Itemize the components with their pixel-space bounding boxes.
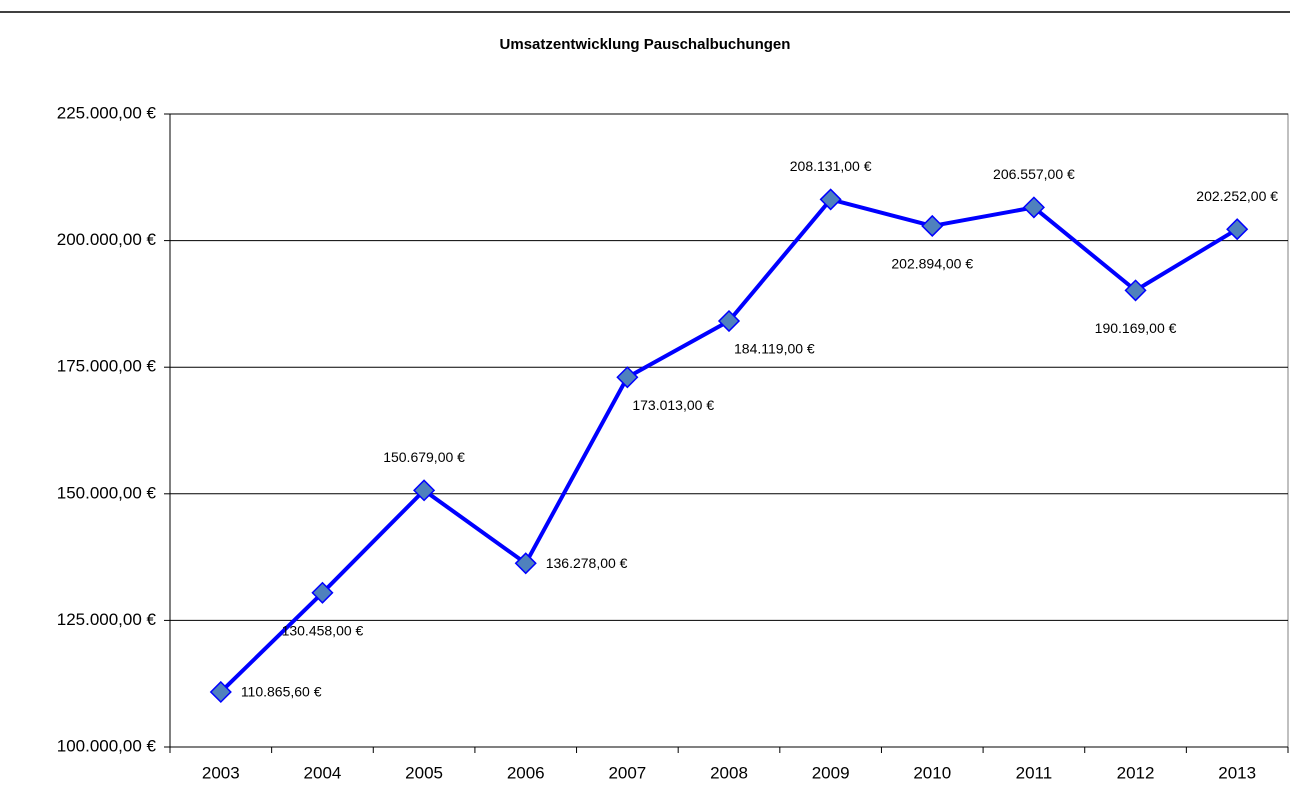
data-point (616, 366, 639, 389)
data-label: 190.169,00 € (1095, 320, 1177, 336)
data-label: 150.679,00 € (383, 449, 465, 465)
data-point (1124, 279, 1147, 302)
data-label: 110.865,60 € (241, 684, 322, 700)
data-label: 202.894,00 € (891, 256, 973, 272)
data-point (311, 581, 334, 604)
data-point (921, 214, 944, 238)
x-tick-label: 2009 (812, 763, 850, 782)
data-label: 136.278,00 € (546, 555, 628, 571)
x-tick-label: 2004 (304, 763, 342, 782)
y-tick-label: 150.000,00 € (57, 483, 157, 502)
x-tick-label: 2005 (405, 763, 443, 782)
y-tick-label: 100.000,00 € (57, 736, 157, 755)
x-tick-label: 2003 (202, 763, 240, 782)
x-tick-label: 2011 (1016, 763, 1053, 782)
data-label: 184.119,00 € (734, 341, 815, 357)
x-tick-label: 2010 (913, 763, 951, 782)
data-point (1226, 218, 1249, 241)
data-point (209, 680, 232, 704)
y-tick-label: 125.000,00 € (57, 610, 157, 629)
data-point (1022, 196, 1045, 219)
data-label: 173.013,00 € (632, 397, 714, 413)
x-tick-label: 2008 (710, 763, 748, 782)
plot-area (169, 113, 1289, 748)
data-point (717, 309, 741, 333)
data-label: 130.458,00 € (282, 622, 364, 638)
data-point (413, 479, 436, 502)
data-label: 202.252,00 € (1196, 188, 1278, 204)
data-label: 208.131,00 € (790, 158, 872, 174)
y-tick-label: 200.000,00 € (57, 230, 157, 249)
chart-title: Umsatzentwicklung Pauschalbuchungen (500, 36, 791, 53)
data-line (219, 197, 1239, 694)
data-point (514, 552, 537, 575)
y-tick-label: 175.000,00 € (57, 357, 157, 376)
x-tick-label: 2012 (1117, 763, 1155, 782)
x-tick-label: 2006 (507, 763, 545, 782)
x-tick-label: 2007 (608, 763, 646, 782)
data-point (819, 188, 842, 211)
data-label: 206.557,00 € (993, 166, 1075, 182)
x-tick-label: 2013 (1218, 763, 1256, 782)
y-tick-label: 225.000,00 € (57, 103, 157, 122)
